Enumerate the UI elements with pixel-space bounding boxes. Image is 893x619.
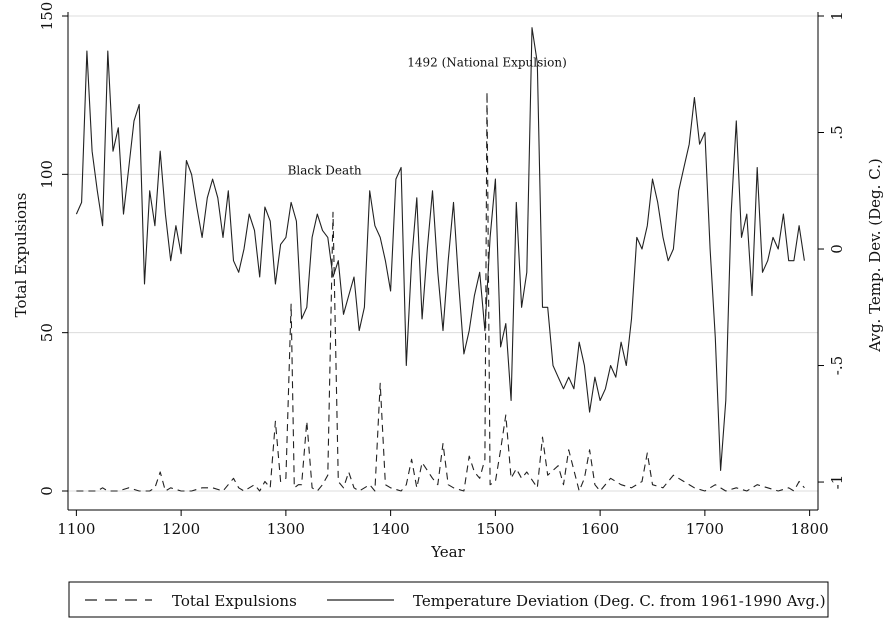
legend-label-expulsions: Total Expulsions: [172, 592, 297, 610]
y-axis-right-title: Avg. Temp. Dev. (Deg. C.): [866, 158, 884, 353]
y-left-tick-label: 50: [38, 323, 56, 342]
x-tick-label: 1400: [372, 520, 410, 538]
gridlines: [68, 15, 818, 492]
y-right-tick-label: -.5: [828, 356, 846, 375]
x-tick-label: 1600: [581, 520, 619, 538]
x-tick-label: 1200: [162, 520, 200, 538]
y-right-tick-label: 1: [828, 11, 846, 21]
legend-label-temperature: Temperature Deviation (Deg. C. from 1961…: [413, 592, 826, 610]
series-line-temperature-deviation: [75, 27, 805, 471]
legend-box: [68, 581, 829, 618]
x-axis-title: Year: [430, 543, 465, 561]
x-tick-label: 1500: [476, 520, 514, 538]
y-left-tick-label: 100: [38, 160, 56, 189]
x-tick-label: 1300: [267, 520, 305, 538]
series-line-total-expulsions: [76, 91, 805, 492]
legend: Total Expulsions Temperature Deviation (…: [68, 581, 829, 618]
annotation-label: 1492 (National Expulsion): [407, 56, 567, 70]
series-group: [75, 27, 805, 492]
y-right-tick-label: .5: [828, 125, 846, 139]
y-left-tick-label: 0: [38, 486, 56, 496]
x-tick-label: 1700: [686, 520, 724, 538]
y-axis-left-title: Total Expulsions: [12, 193, 30, 318]
y-right-tick-label: 0: [828, 244, 846, 254]
axes: 0 50 100 150 1 .5 0 -.5 -1 1100 1200 1300 1400 1500 16…: [38, 2, 846, 538]
x-tick-label: 1100: [57, 520, 95, 538]
annotations: Black Death 1492 (National Expulsion): [288, 56, 567, 178]
annotation-label: Black Death: [288, 163, 362, 177]
y-right-tick-label: -1: [828, 475, 846, 490]
x-tick-label: 1800: [791, 520, 829, 538]
y-left-tick-label: 150: [38, 2, 56, 31]
